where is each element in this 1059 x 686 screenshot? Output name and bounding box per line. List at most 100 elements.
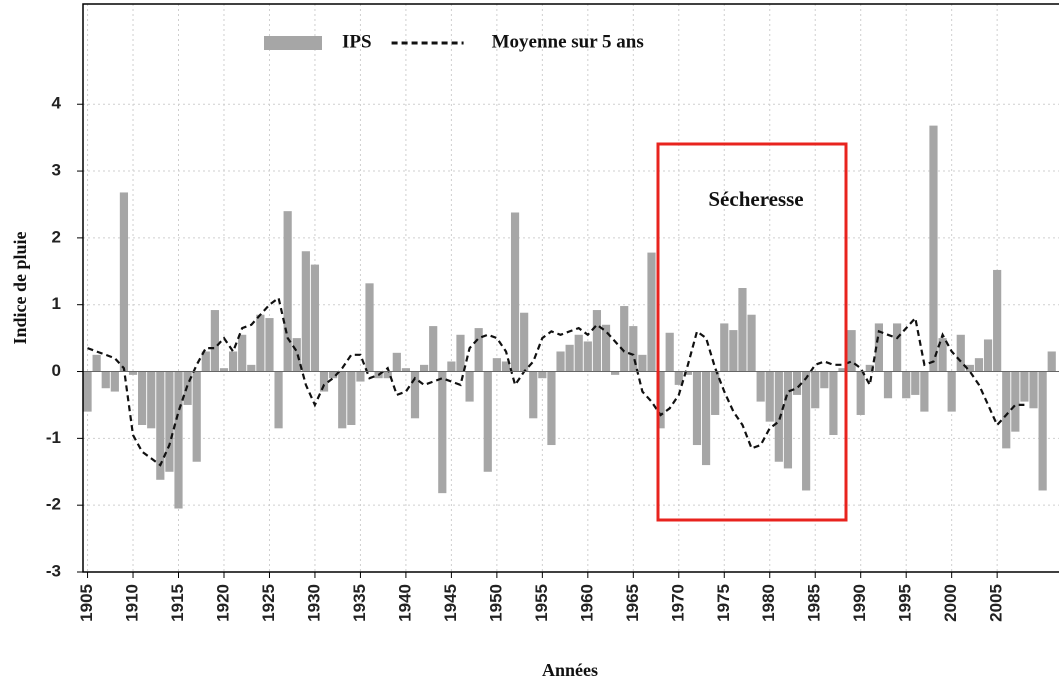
bar	[401, 368, 411, 372]
bar	[765, 371, 774, 422]
x-tick-label: 1965	[623, 584, 642, 622]
bar	[938, 338, 947, 372]
bar	[165, 371, 174, 472]
bar	[620, 306, 629, 372]
x-tick-label: 2000	[941, 584, 960, 622]
bar	[283, 211, 292, 372]
bar	[529, 371, 538, 419]
x-tick-label: 1980	[759, 584, 778, 622]
legend-label: IPS	[342, 31, 372, 52]
bar	[583, 341, 592, 372]
bar	[456, 334, 465, 372]
y-tick-label: 4	[52, 94, 62, 113]
moving-average-line	[87, 296, 1025, 467]
x-tick-label: 1950	[486, 584, 505, 622]
x-tick-label: 1920	[213, 584, 232, 622]
bar	[365, 283, 374, 372]
bar	[156, 371, 165, 480]
bar	[783, 371, 793, 469]
x-tick-label: 1945	[441, 584, 460, 622]
x-tick-label: 1940	[395, 584, 414, 622]
plot-area	[83, 4, 1059, 573]
x-tick-label: 1960	[577, 584, 596, 622]
bar	[119, 192, 129, 372]
bar	[883, 371, 893, 399]
bar	[329, 371, 338, 379]
bar	[720, 323, 729, 372]
bar	[420, 364, 429, 372]
bar	[510, 212, 520, 372]
bar	[738, 288, 747, 372]
bar	[447, 361, 456, 372]
bar	[629, 326, 638, 372]
bar	[811, 371, 820, 409]
x-tick-label: 1995	[896, 584, 915, 622]
bar	[638, 354, 647, 372]
bar	[993, 269, 1002, 372]
bar	[847, 330, 856, 372]
x-tick-label: 1915	[168, 584, 187, 622]
x-tick-label: 1935	[350, 584, 369, 622]
bar	[892, 323, 902, 372]
bar	[174, 371, 183, 509]
y-tick-label: -1	[46, 428, 61, 447]
y-tick-label: 1	[52, 294, 61, 313]
bar	[383, 371, 392, 379]
y-tick-label: 3	[52, 161, 61, 180]
bar	[983, 339, 993, 372]
x-tick-label: 1975	[714, 584, 733, 622]
bar	[574, 334, 583, 372]
bar	[865, 364, 874, 372]
bar	[965, 364, 974, 372]
bar	[656, 371, 665, 429]
bar	[438, 371, 447, 494]
bar	[1020, 371, 1029, 402]
legend-label: Moyenne sur 5 ans	[492, 31, 644, 52]
bar	[592, 310, 602, 372]
bar	[274, 371, 283, 429]
y-tick-label: -2	[46, 495, 61, 514]
x-tick-label: 1990	[850, 584, 869, 622]
x-tick-label: 1955	[532, 584, 551, 622]
bar	[474, 328, 483, 372]
bar	[492, 358, 501, 372]
bar	[301, 251, 310, 372]
bar	[201, 351, 210, 372]
bar	[1038, 371, 1047, 491]
bar	[665, 332, 674, 372]
bar	[911, 371, 920, 395]
bar	[501, 361, 511, 372]
bar	[465, 371, 474, 402]
bar	[128, 371, 138, 375]
bar	[192, 371, 201, 462]
bar	[410, 371, 420, 419]
annotation: Sécheresse	[708, 187, 803, 211]
bar	[238, 334, 247, 372]
bar	[429, 326, 438, 372]
x-tick-label: 1905	[77, 584, 96, 622]
bar	[601, 324, 611, 372]
bar	[929, 125, 938, 372]
bar	[247, 364, 256, 372]
bar	[83, 371, 92, 412]
bar	[210, 310, 219, 372]
bar	[820, 371, 829, 389]
bar	[802, 371, 811, 491]
bar	[774, 371, 783, 462]
bar	[228, 351, 238, 372]
bar	[920, 371, 929, 412]
x-tick-label: 1930	[304, 584, 323, 622]
bar	[838, 368, 847, 372]
y-tick-label: -3	[46, 561, 61, 580]
bar	[256, 314, 265, 372]
bar	[101, 371, 110, 389]
bar	[265, 318, 274, 372]
bar	[692, 371, 702, 446]
plot-frame	[82, 3, 1059, 573]
bar	[110, 371, 119, 392]
x-tick-label: 1925	[259, 584, 278, 622]
bar	[856, 371, 865, 415]
bar	[1002, 371, 1011, 449]
bar	[520, 312, 529, 372]
bar	[138, 371, 147, 425]
